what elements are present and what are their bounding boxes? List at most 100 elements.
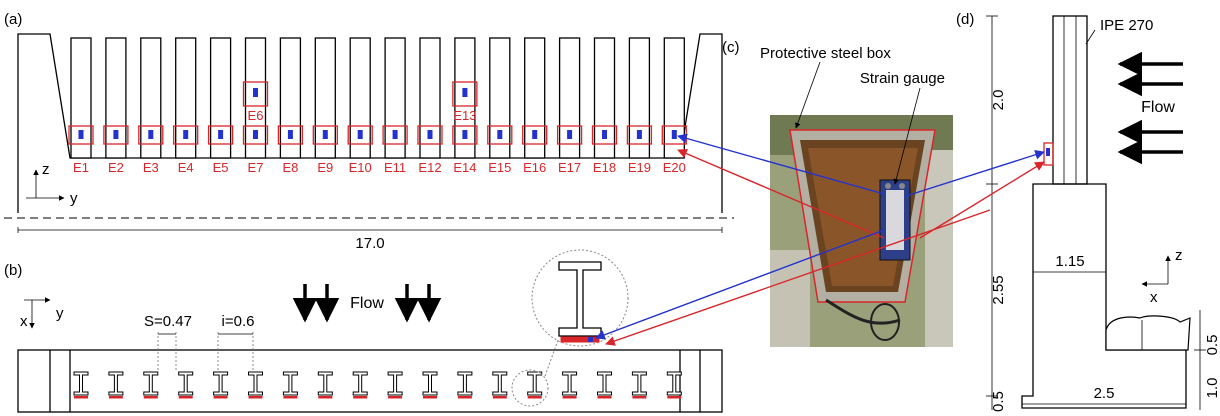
gauge-sensor <box>183 130 189 139</box>
dim-2-0: 2.0 <box>990 90 1007 111</box>
post <box>489 37 511 159</box>
gauge-sensor <box>671 130 677 139</box>
post-array <box>68 37 687 159</box>
flow-label: Flow <box>350 295 384 312</box>
panel-c-label: (c) <box>722 39 740 56</box>
dim-0-5-left: 0.5 <box>990 391 1007 412</box>
post <box>209 37 232 159</box>
gauge-label: E4 <box>178 160 194 175</box>
ibeam-gauge-mark <box>423 396 437 399</box>
gauge-sensor <box>287 130 293 139</box>
gauge-box <box>591 125 618 145</box>
ibeam-gauge-mark <box>527 396 542 399</box>
axis-indicator-a: z y <box>26 161 78 207</box>
strain-gauge-label: Strain gauge <box>860 70 945 87</box>
gauge-box <box>138 125 164 145</box>
panel-a: (a) E1 E2 E3 E4 E5 E7 E8 E9 E10 E11 E12 E14 E15 E16 E1… <box>4 11 734 252</box>
flume-outline <box>17 33 723 213</box>
gauge-box <box>103 125 129 145</box>
ibeam <box>562 371 578 396</box>
panel-b-label: (b) <box>4 262 22 279</box>
dim-1-0: 1.0 <box>1204 378 1220 399</box>
ibeam <box>631 371 647 396</box>
post <box>70 37 92 159</box>
arrow-blue-a <box>677 133 885 195</box>
ibeam <box>422 371 438 396</box>
dim-2-5: 2.5 <box>1094 385 1115 402</box>
post <box>349 37 371 159</box>
ibeam <box>317 371 333 396</box>
ibeam <box>666 371 682 396</box>
ibeam-gauge-mark <box>457 396 472 399</box>
dim-0-5-right: 0.5 <box>1204 335 1220 356</box>
gauge-label-upper: E6 <box>248 108 264 123</box>
ibeam <box>178 371 194 396</box>
gauge-sensor <box>218 130 224 139</box>
gauge-box <box>626 125 653 145</box>
foundation <box>1021 183 1187 409</box>
gauge-sensor <box>357 130 363 139</box>
post <box>524 37 546 159</box>
axis-y-label: y <box>56 305 64 322</box>
panel-b: (b) x y S=0.47 i=0.6 <box>4 249 723 413</box>
gauge-label: E20 <box>663 160 686 175</box>
flow-label-d: Flow <box>1141 99 1175 116</box>
ibeam-gauge-mark <box>597 396 612 399</box>
flow-arrows-d: Flow <box>1117 51 1183 165</box>
ibeam-gauge-mark <box>492 396 507 399</box>
ibeam-gauge-mark <box>108 396 123 399</box>
gauge-label: E10 <box>349 160 372 175</box>
panel-d: (d) IPE 270 Flow 2.0 2.55 0.5 <box>956 11 1220 412</box>
gauge-box <box>382 125 408 145</box>
gauge-box <box>207 125 234 145</box>
ibeam <box>143 371 159 396</box>
gauge-box <box>522 125 548 145</box>
gauge-box-upper <box>242 81 269 107</box>
gauge-box <box>487 125 513 145</box>
ibeam-gauge-mark <box>632 396 647 399</box>
riprap-stones <box>1105 315 1191 351</box>
gauge-label: E15 <box>488 160 511 175</box>
post <box>175 37 197 159</box>
gauge-label: E7 <box>248 160 264 175</box>
zoom-detail-circle <box>531 249 629 347</box>
axis-x-label-d: x <box>1150 289 1158 306</box>
ibeam-gauge-mark <box>74 396 88 399</box>
ibeam <box>73 371 89 396</box>
axis-z-label: z <box>42 161 50 178</box>
gauge-label: E14 <box>453 160 476 175</box>
connector-arrows <box>595 133 1045 346</box>
post <box>140 37 162 159</box>
axis-z-label-d: z <box>1175 247 1183 264</box>
ibeam <box>352 371 368 396</box>
post <box>384 37 406 159</box>
ibeam-gauge-mark <box>562 396 577 399</box>
gauge-label: E17 <box>558 160 581 175</box>
dim-2-55: 2.55 <box>990 275 1007 304</box>
dims-vertical-left: 2.0 2.55 0.5 <box>986 15 1007 412</box>
channel-plan <box>17 349 723 413</box>
panel-d-label: (d) <box>956 11 974 28</box>
gauge-box <box>242 125 269 145</box>
gauge-sensor <box>392 130 398 139</box>
arrow-red-b <box>605 209 991 346</box>
spacing-s-label: S=0.47 <box>144 313 192 330</box>
protective-box-label: Protective steel box <box>760 45 891 62</box>
post <box>419 37 441 159</box>
gauge-sensor-upper <box>253 88 258 97</box>
gauge-label: E2 <box>108 160 124 175</box>
ibeam-gauge-mark <box>388 396 403 399</box>
axis-indicator-b: x y <box>20 297 64 330</box>
gauge-sensor <box>78 130 84 139</box>
gauge-sensor <box>602 130 607 139</box>
flow-arrows-b: Flow <box>292 284 442 323</box>
ibeam-gauge-mark <box>353 396 368 399</box>
dimension-label: 17.0 <box>355 235 384 252</box>
gauge-label-group: E1 E2 E3 E4 E5 E7 E8 E9 E10 E11 E12 E14 E15 E16 E17 E18… <box>73 108 686 175</box>
gauge-label: E5 <box>213 160 229 175</box>
dim-1-15: 1.15 <box>1055 253 1084 270</box>
gauge-sensor <box>567 130 573 139</box>
gauge-sensor <box>532 130 538 139</box>
post <box>279 37 302 159</box>
ibeam <box>527 371 543 396</box>
